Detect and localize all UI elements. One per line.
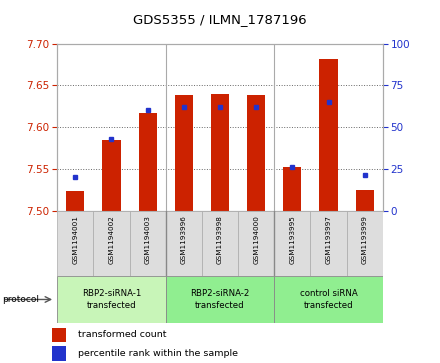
Bar: [103, 140, 121, 211]
Bar: [283, 167, 301, 211]
Bar: [347, 211, 383, 276]
Text: RBP2-siRNA-1
transfected: RBP2-siRNA-1 transfected: [82, 289, 141, 310]
Bar: [52, 346, 66, 361]
Bar: [93, 211, 129, 276]
Text: GSM1194001: GSM1194001: [72, 215, 78, 264]
Text: GSM1193997: GSM1193997: [326, 215, 331, 264]
Bar: [274, 276, 383, 323]
Bar: [175, 95, 193, 211]
Bar: [139, 113, 157, 211]
Bar: [57, 211, 93, 276]
Text: protocol: protocol: [2, 295, 39, 304]
Bar: [311, 211, 347, 276]
Bar: [211, 94, 229, 211]
Text: percentile rank within the sample: percentile rank within the sample: [78, 349, 238, 358]
Bar: [319, 58, 337, 211]
Text: transformed count: transformed count: [78, 330, 166, 339]
Bar: [238, 211, 274, 276]
Bar: [202, 211, 238, 276]
Bar: [247, 95, 265, 211]
Text: GDS5355 / ILMN_1787196: GDS5355 / ILMN_1787196: [133, 13, 307, 26]
Text: control siRNA
transfected: control siRNA transfected: [300, 289, 357, 310]
Text: GSM1194002: GSM1194002: [109, 215, 114, 264]
Text: GSM1193995: GSM1193995: [290, 215, 295, 264]
Bar: [57, 276, 166, 323]
Text: GSM1193998: GSM1193998: [217, 215, 223, 264]
Text: RBP2-siRNA-2
transfected: RBP2-siRNA-2 transfected: [191, 289, 249, 310]
Bar: [274, 211, 311, 276]
Text: GSM1194003: GSM1194003: [145, 215, 150, 264]
Text: GSM1193996: GSM1193996: [181, 215, 187, 264]
Bar: [166, 211, 202, 276]
Bar: [52, 327, 66, 342]
Bar: [356, 189, 374, 211]
Bar: [66, 191, 84, 211]
Text: GSM1194000: GSM1194000: [253, 215, 259, 264]
Bar: [129, 211, 166, 276]
Text: GSM1193999: GSM1193999: [362, 215, 368, 264]
Bar: [166, 276, 274, 323]
